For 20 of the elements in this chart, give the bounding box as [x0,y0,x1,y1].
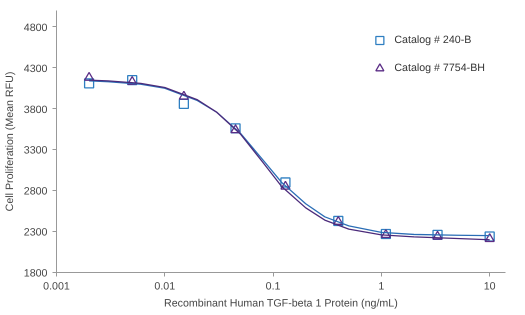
y-tick-label: 3800 [24,104,48,116]
x-axis-title: Recombinant Human TGF-beta 1 Protein (ng/mL) [164,298,398,310]
point [280,177,291,188]
y-tick-label: 4300 [24,62,48,75]
point [178,90,190,100]
y-tick-label: 4800 [24,22,48,34]
x-tick-label: 0.1 [266,280,281,292]
point [280,180,291,190]
x-tick-label: 1 [378,280,384,292]
y-tick-label: 3300 [24,144,48,157]
x-tick-label: 0.001 [43,280,70,292]
x-tick-label: 0.01 [154,280,176,292]
y-tick-label: 1800 [24,268,48,280]
x-tick-label: 10 [484,280,496,292]
legend-label: Catalog # 7754-BH [394,62,485,74]
legend-label: Catalog # 240-B [394,34,472,46]
y-axis-title: Cell Proliferation (Mean RFU) [4,72,16,212]
y-tick-label: 2800 [24,186,48,198]
y-tick-label: 2300 [24,226,48,239]
point [178,98,190,109]
